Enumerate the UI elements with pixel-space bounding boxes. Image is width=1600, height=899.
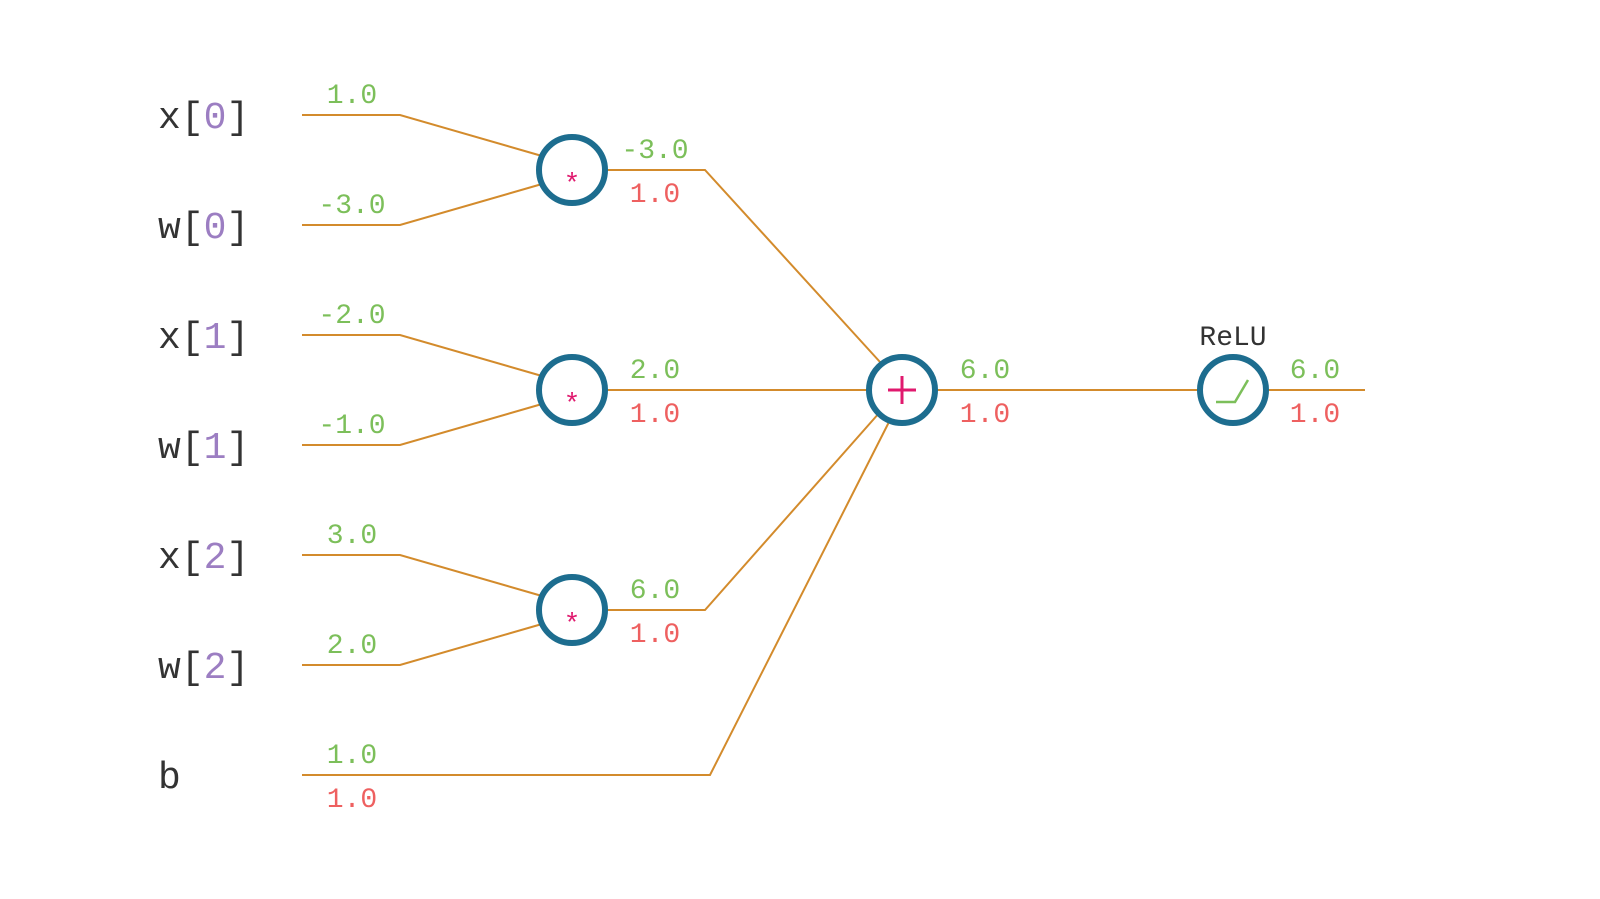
multiply-node: * bbox=[536, 354, 608, 426]
input-value: -3.0 bbox=[318, 191, 385, 222]
multiply-value: 2.0 bbox=[630, 356, 680, 387]
relu-value: 6.0 bbox=[1290, 356, 1340, 387]
bias-grad: 1.0 bbox=[327, 785, 377, 816]
input-label: w[0] bbox=[158, 207, 249, 250]
input-value: -2.0 bbox=[318, 301, 385, 332]
input-wire bbox=[302, 114, 543, 157]
mul-output-wire bbox=[605, 411, 881, 611]
multiply-grad: 1.0 bbox=[630, 620, 680, 651]
input-wire bbox=[302, 623, 543, 666]
nodes: * * * bbox=[536, 134, 1269, 646]
input-value: 3.0 bbox=[327, 521, 377, 552]
mul-output-wire bbox=[605, 169, 881, 363]
multiply-grad: 1.0 bbox=[630, 180, 680, 211]
sum-value: 6.0 bbox=[960, 356, 1010, 387]
input-value: 2.0 bbox=[327, 631, 377, 662]
multiply-node: * bbox=[536, 574, 608, 646]
sum-grad: 1.0 bbox=[960, 400, 1010, 431]
labels: x[0] 1.0 w[0] -3.0 x[1] -2.0 w[1] -1.0 x[2] 3.0 w[… bbox=[158, 81, 1340, 816]
relu-grad: 1.0 bbox=[1290, 400, 1340, 431]
input-label: x[1] bbox=[158, 317, 249, 360]
input-label: w[2] bbox=[158, 647, 249, 690]
bias-label: b bbox=[158, 757, 181, 800]
relu-ramp-icon bbox=[1216, 379, 1250, 404]
multiply-value: 6.0 bbox=[630, 576, 680, 607]
multiply-operator: * bbox=[564, 170, 581, 201]
plus-operator bbox=[888, 376, 916, 404]
relu-node bbox=[1197, 354, 1269, 426]
multiply-grad: 1.0 bbox=[630, 400, 680, 431]
relu-label: ReLU bbox=[1199, 323, 1266, 354]
input-wire bbox=[302, 554, 543, 597]
input-wire bbox=[302, 403, 543, 446]
multiply-operator: * bbox=[564, 390, 581, 421]
bias-value: 1.0 bbox=[327, 741, 377, 772]
sum-node bbox=[866, 354, 938, 426]
wires bbox=[302, 114, 1365, 776]
multiply-operator: * bbox=[564, 610, 581, 641]
input-value: 1.0 bbox=[327, 81, 377, 112]
input-value: -1.0 bbox=[318, 411, 385, 442]
input-wire bbox=[302, 334, 543, 377]
input-label: x[2] bbox=[158, 537, 249, 580]
bias-wire bbox=[302, 419, 891, 776]
multiply-node: * bbox=[536, 134, 608, 206]
input-label: w[1] bbox=[158, 427, 249, 470]
input-wire bbox=[302, 183, 543, 226]
multiply-value: -3.0 bbox=[621, 136, 688, 167]
input-label: x[0] bbox=[158, 97, 249, 140]
